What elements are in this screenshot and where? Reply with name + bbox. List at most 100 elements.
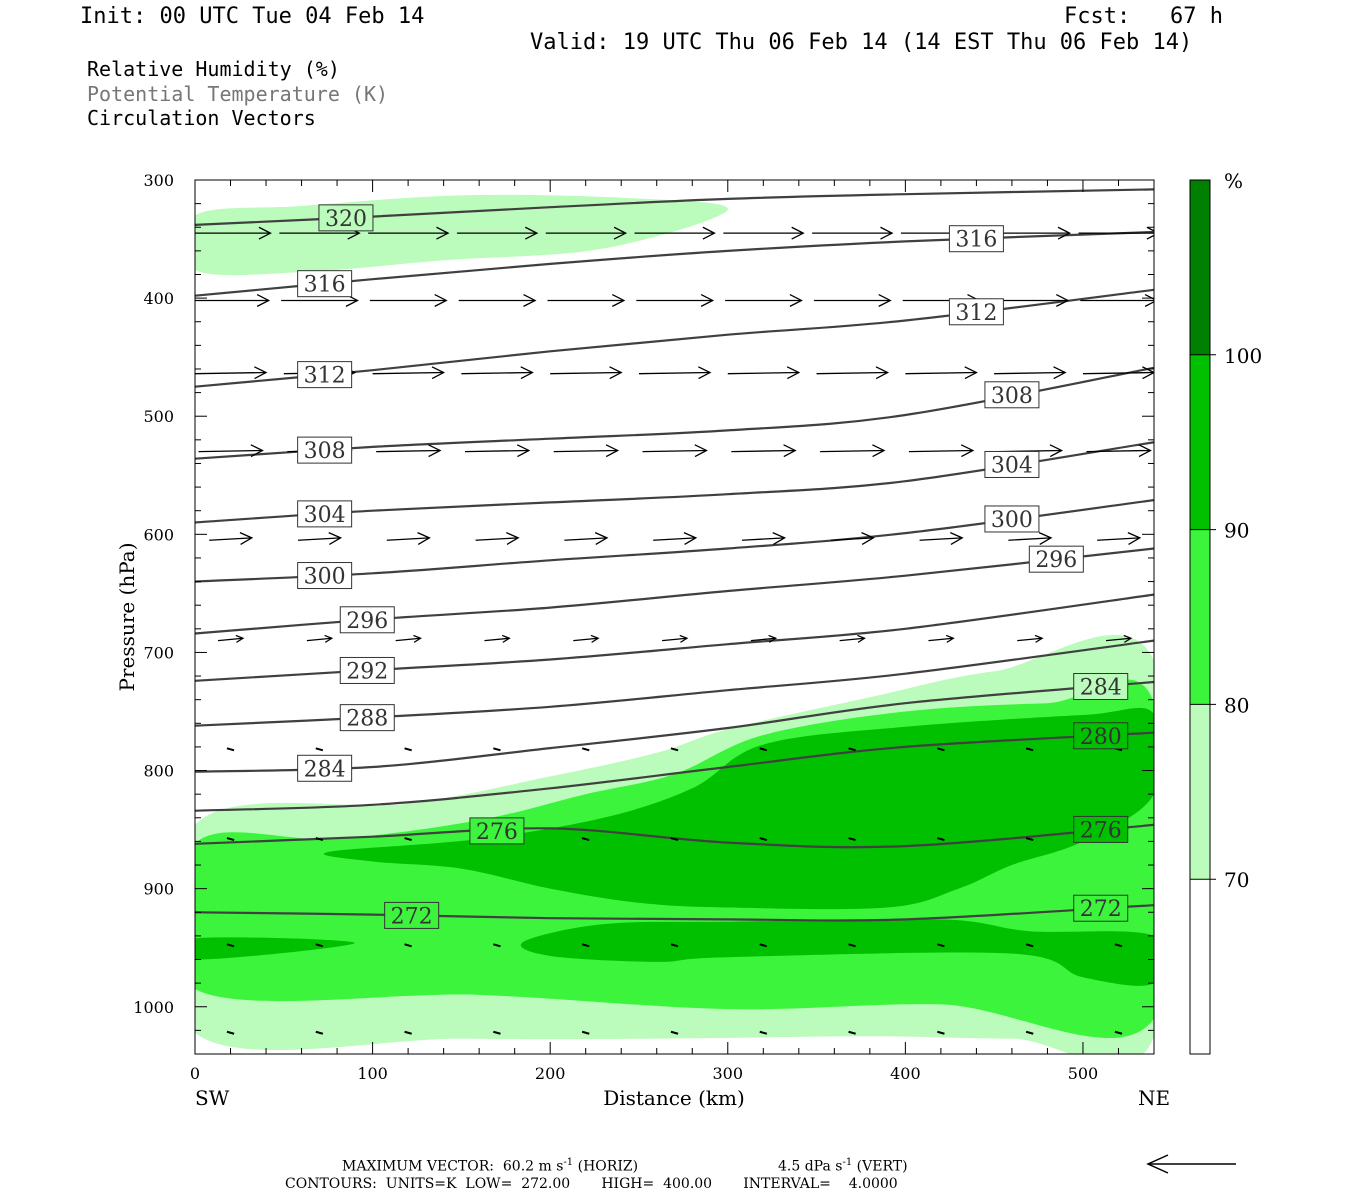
contour-label-304: 304 — [991, 453, 1033, 478]
vector-head — [590, 634, 600, 643]
vector-head — [964, 366, 978, 380]
vector-head — [520, 366, 534, 380]
contour-label-box — [948, 298, 1004, 326]
contour-label-box — [1073, 673, 1129, 701]
vector-small — [404, 747, 412, 752]
colorbar-label: 100 — [1224, 344, 1262, 368]
vector-shaft — [816, 371, 888, 375]
vector-head — [256, 293, 271, 307]
contour-label-284: 284 — [1080, 676, 1122, 701]
vector-shaft — [376, 449, 441, 453]
vector-shaft — [928, 637, 954, 642]
vector-head — [612, 293, 626, 307]
vector-small — [848, 837, 856, 842]
vector-small — [226, 837, 235, 842]
vector-head — [880, 226, 894, 240]
vector-head — [1053, 366, 1067, 380]
contour-label-300: 300 — [991, 508, 1033, 533]
vector-shaft — [1017, 637, 1043, 642]
vector-small — [937, 943, 945, 948]
y-tick-label: 500 — [143, 407, 174, 426]
circulation-vectors — [195, 226, 1154, 1035]
y-tick-label: 300 — [143, 171, 174, 190]
contour-label-box — [297, 754, 353, 782]
vector-head — [702, 226, 716, 240]
vector-head — [878, 293, 892, 307]
vector-shaft — [218, 637, 244, 642]
vector-head — [1142, 366, 1154, 380]
vector-shaft — [1082, 371, 1154, 375]
theta-contour-296 — [195, 547, 1154, 635]
rh-region-90-4 — [195, 937, 355, 960]
vector-shaft — [642, 449, 707, 453]
colorbar-segment — [1190, 180, 1210, 355]
contour-label-300: 300 — [304, 565, 346, 590]
vector-head — [1146, 226, 1154, 240]
theta-contour-304 — [195, 441, 1154, 524]
vector-small — [1025, 747, 1034, 752]
vector-small — [759, 747, 768, 752]
field-theta-label: Potential Temperature (K) — [87, 82, 389, 106]
rh-region-90-3 — [324, 707, 1154, 910]
vector-head — [254, 366, 268, 380]
x-tick-label: 0 — [190, 1064, 200, 1083]
vector-head — [501, 634, 511, 643]
vector-head — [772, 532, 787, 545]
contour-label-box — [1073, 722, 1129, 750]
vector-small — [581, 747, 590, 752]
vector-head — [428, 444, 442, 458]
contour-label-272: 272 — [1080, 897, 1122, 922]
vector-small — [226, 747, 235, 752]
contour-label-box — [318, 204, 374, 232]
vector-shaft — [306, 637, 332, 642]
y-tick-label: 400 — [143, 289, 174, 308]
vector-head — [324, 634, 334, 643]
contour-label-box — [339, 704, 395, 732]
vector-head — [768, 634, 778, 643]
max-vector-exponent: -1 — [563, 1157, 574, 1168]
relative-humidity-shading — [195, 194, 1154, 1054]
theta-contour-272 — [195, 904, 1154, 922]
vector-head — [431, 366, 446, 380]
vector-small — [1025, 943, 1034, 948]
vector-head — [1038, 532, 1053, 545]
vector-shaft — [839, 637, 865, 642]
contour-label-box — [1028, 545, 1084, 573]
x-axis-right-end: NE — [1138, 1086, 1170, 1110]
contour-label-box — [984, 381, 1040, 409]
vector-shaft — [573, 637, 599, 642]
vector-shaft — [919, 537, 963, 541]
vector-head — [945, 634, 955, 643]
vector-small — [759, 1030, 768, 1035]
vert-vector-vert: (VERT) — [856, 1158, 908, 1175]
vector-shaft — [653, 537, 696, 541]
contour-label-296: 296 — [1035, 548, 1077, 573]
valid-time-label: Valid: 19 UTC Thu 06 Feb 14 (14 EST Thu … — [530, 30, 1193, 55]
vector-small — [1025, 837, 1034, 842]
y-tick-label: 800 — [143, 762, 174, 781]
vector-shaft — [638, 371, 711, 375]
vector-head — [516, 444, 531, 458]
vector-small — [759, 837, 768, 842]
vector-head — [1049, 444, 1064, 458]
vector-head — [875, 366, 890, 380]
theta-contour-308 — [195, 366, 1154, 460]
axis-tick-labels: 0 100 200 300 400 500 300 400 500 600 700 800 900 100… — [133, 171, 1098, 1083]
vector-head — [523, 293, 537, 307]
vector-small — [670, 747, 679, 752]
vector-shaft — [195, 371, 267, 375]
vector-small — [848, 943, 856, 948]
vector-head — [605, 444, 620, 458]
contour-label-box — [1073, 815, 1129, 843]
vector-small — [404, 1030, 412, 1035]
x-tick-label: 500 — [1068, 1064, 1099, 1083]
vector-shaft — [550, 371, 622, 375]
contour-label-276: 276 — [1080, 818, 1122, 843]
reference-vector-head — [1146, 1154, 1169, 1174]
colorbar-unit-label: % — [1224, 169, 1243, 193]
contour-label-316: 316 — [304, 273, 346, 298]
contour-label-276: 276 — [476, 820, 518, 845]
vector-small — [937, 1030, 945, 1035]
vector-small — [315, 943, 324, 948]
vector-shaft — [830, 537, 874, 541]
